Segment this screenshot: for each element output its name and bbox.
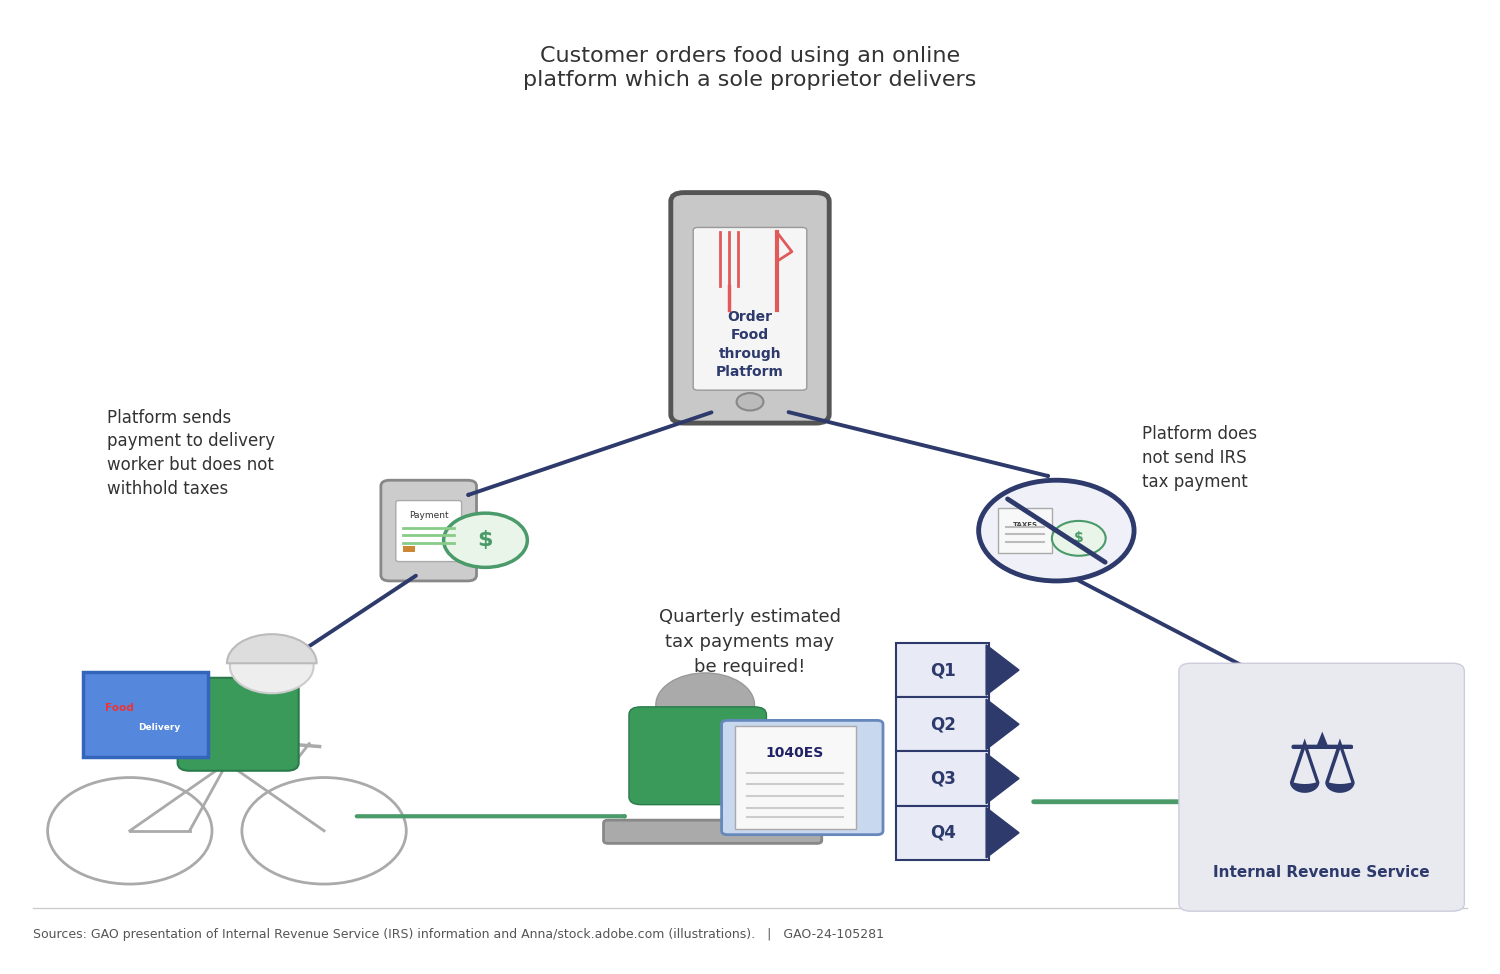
FancyBboxPatch shape — [603, 820, 822, 843]
FancyBboxPatch shape — [396, 501, 462, 562]
FancyArrow shape — [986, 753, 1018, 804]
FancyBboxPatch shape — [693, 228, 807, 391]
Text: Q1: Q1 — [930, 661, 956, 679]
Text: Quarterly estimated
tax payments may
be required!: Quarterly estimated tax payments may be … — [658, 608, 842, 676]
Text: $: $ — [1074, 532, 1083, 545]
FancyBboxPatch shape — [897, 697, 989, 751]
Circle shape — [444, 513, 528, 568]
FancyArrow shape — [986, 645, 1018, 695]
Text: Q3: Q3 — [930, 769, 956, 788]
Circle shape — [1052, 521, 1106, 556]
FancyBboxPatch shape — [381, 480, 477, 581]
FancyArrow shape — [986, 699, 1018, 749]
FancyBboxPatch shape — [404, 546, 416, 552]
FancyBboxPatch shape — [897, 643, 989, 697]
FancyBboxPatch shape — [897, 751, 989, 805]
FancyBboxPatch shape — [628, 707, 766, 805]
Text: Sources: GAO presentation of Internal Revenue Service (IRS) information and Anna: Sources: GAO presentation of Internal Re… — [33, 928, 883, 941]
Circle shape — [736, 393, 764, 410]
Circle shape — [656, 673, 754, 737]
FancyBboxPatch shape — [1179, 663, 1464, 912]
Text: Payment: Payment — [410, 510, 448, 519]
Text: Q4: Q4 — [930, 824, 956, 842]
FancyBboxPatch shape — [177, 678, 298, 770]
Text: Q2: Q2 — [930, 715, 956, 733]
Text: Food: Food — [105, 703, 134, 713]
Text: Delivery: Delivery — [138, 723, 182, 731]
FancyBboxPatch shape — [998, 508, 1051, 553]
FancyBboxPatch shape — [722, 721, 884, 835]
Circle shape — [230, 639, 314, 693]
Text: Platform does
not send IRS
tax payment: Platform does not send IRS tax payment — [1142, 426, 1257, 491]
FancyBboxPatch shape — [670, 193, 830, 423]
Text: 1040ES: 1040ES — [765, 746, 824, 761]
Text: Internal Revenue Service: Internal Revenue Service — [1214, 865, 1429, 880]
FancyArrow shape — [986, 807, 1018, 858]
Wedge shape — [226, 634, 316, 663]
Text: Customer orders food using an online
platform which a sole proprietor delivers: Customer orders food using an online pla… — [524, 47, 976, 90]
Text: ⚖: ⚖ — [1284, 729, 1359, 809]
Circle shape — [978, 480, 1134, 581]
FancyBboxPatch shape — [897, 805, 989, 860]
FancyBboxPatch shape — [84, 672, 207, 757]
Text: Platform sends
payment to delivery
worker but does not
withhold taxes: Platform sends payment to delivery worke… — [108, 409, 276, 498]
Text: TAXES: TAXES — [1013, 522, 1038, 528]
Text: $: $ — [477, 530, 494, 550]
FancyBboxPatch shape — [735, 727, 856, 829]
Text: Order
Food
through
Platform: Order Food through Platform — [716, 310, 784, 379]
